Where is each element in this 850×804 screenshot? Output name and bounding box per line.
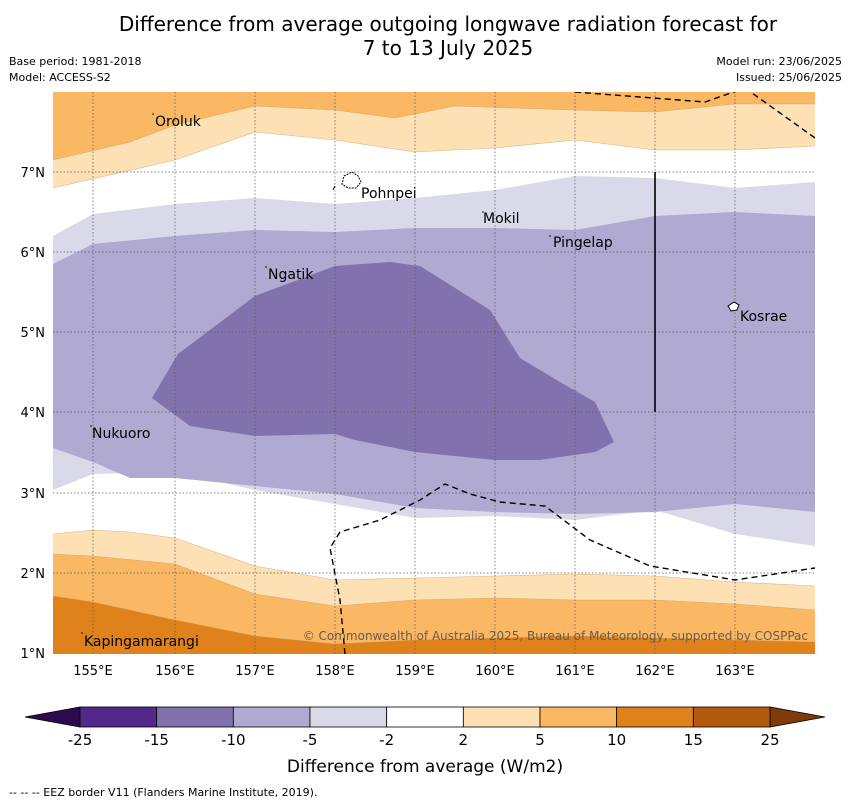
colorbar-swatch — [79, 706, 158, 728]
model-run: Model run: 23/06/2025 — [716, 55, 842, 68]
copyright-notice: © Commonwealth of Australia 2025, Bureau… — [303, 629, 808, 643]
colorbar: -25 -15 -10 -5 -2 2 5 10 15 25 Difference from av… — [24, 706, 826, 777]
colorbar-swatch — [156, 706, 234, 728]
colorbar-tick-label: 25 — [760, 731, 779, 749]
map-gridlines — [53, 92, 815, 654]
band-south-10to15 — [53, 596, 815, 654]
colorbar-tick-label: -2 — [379, 731, 394, 749]
band-north-5to10-core — [53, 92, 815, 160]
run-info: Model run: 23/06/2025 Issued: 25/06/2025 — [716, 54, 842, 86]
colorbar-tick-label: 15 — [684, 731, 703, 749]
place-label-ngatik: Ngatik — [268, 267, 314, 283]
title-line-2: 7 to 13 July 2025 — [362, 36, 534, 60]
colorbar-swatch — [232, 706, 311, 728]
colorbar-swatch — [386, 706, 464, 728]
kosrae-island — [727, 301, 740, 312]
colorbar-tick-label: 5 — [535, 731, 545, 749]
lat-tick: 5°N — [21, 326, 46, 341]
place-label-oroluk: Oroluk — [155, 114, 202, 130]
place-label-pingelap: Pingelap — [553, 235, 613, 251]
band-minus10-to-minus15 — [152, 262, 614, 460]
lon-tick: 159°E — [395, 664, 435, 679]
lon-tick: 158°E — [315, 664, 355, 679]
lon-tick: 156°E — [155, 664, 195, 679]
lat-tick: 6°N — [21, 246, 46, 261]
eez-border-lines — [329, 92, 815, 654]
band-south-5to10 — [53, 554, 815, 654]
place-label-mokil: Mokil — [483, 211, 520, 227]
lon-tick: 162°E — [635, 664, 675, 679]
colorbar-swatches — [79, 706, 771, 728]
place-label-kapingamarangi: Kapingamarangi — [84, 634, 199, 650]
lat-tick: 1°N — [21, 647, 46, 662]
base-period: Base period: 1981-2018 — [9, 55, 142, 68]
lat-tick: 3°N — [21, 487, 46, 502]
chart-title: Difference from average outgoing longwav… — [0, 12, 850, 60]
lon-tick: 160°E — [475, 664, 515, 679]
place-label-pohnpei: Pohnpei — [361, 186, 417, 202]
colorbar-swatch — [616, 706, 694, 728]
lon-tick: 163°E — [715, 664, 755, 679]
colorbar-swatch — [539, 706, 618, 728]
colorbar-swatch — [462, 706, 541, 728]
pohnpei-island — [341, 171, 362, 189]
place-label-kosrae: Kosrae — [740, 309, 787, 325]
model-name: Model: ACCESS-S2 — [9, 71, 111, 84]
colorbar-tick-label: 10 — [607, 731, 626, 749]
longitude-ticks: 155°E 156°E 157°E 158°E 159°E 160°E 161°… — [73, 664, 755, 679]
anomaly-contours: Oroluk Pohnpei Mokil Pingelap Ngatik Kos… — [53, 92, 815, 654]
title-line-1: Difference from average outgoing longwav… — [118, 12, 778, 36]
issued-date: Issued: 25/06/2025 — [735, 71, 842, 84]
lon-tick: 157°E — [235, 664, 275, 679]
latitude-ticks: 7°N 6°N 5°N 4°N 3°N 2°N 1°N — [21, 166, 46, 662]
colorbar-labels: -25 -15 -10 -5 -2 2 5 10 15 25 — [68, 731, 780, 749]
colorbar-extend-high — [769, 706, 826, 728]
colorbar-title: Difference from average (W/m2) — [287, 757, 563, 777]
colorbar-swatch — [309, 706, 388, 728]
colorbar-tick-label: -5 — [303, 731, 318, 749]
colorbar-tick-label: -10 — [221, 731, 246, 749]
place-label-nukuoro: Nukuoro — [92, 426, 150, 442]
lon-tick: 155°E — [73, 664, 113, 679]
colorbar-tick-label: -15 — [144, 731, 169, 749]
lat-tick: 4°N — [21, 406, 46, 421]
colorbar-extend-low — [24, 706, 81, 728]
colorbar-tick-label: -25 — [68, 731, 93, 749]
eez-footnote: -- -- -- EEZ border V11 (Flanders Marine… — [9, 786, 318, 799]
lat-tick: 7°N — [21, 166, 46, 181]
model-info: Base period: 1981-2018 Model: ACCESS-S2 — [9, 54, 141, 86]
lon-tick: 161°E — [555, 664, 595, 679]
colorbar-tick-label: 2 — [459, 731, 469, 749]
colorbar-swatch — [692, 706, 771, 728]
lat-tick: 2°N — [21, 567, 46, 582]
band-north-2to5 — [53, 104, 815, 188]
